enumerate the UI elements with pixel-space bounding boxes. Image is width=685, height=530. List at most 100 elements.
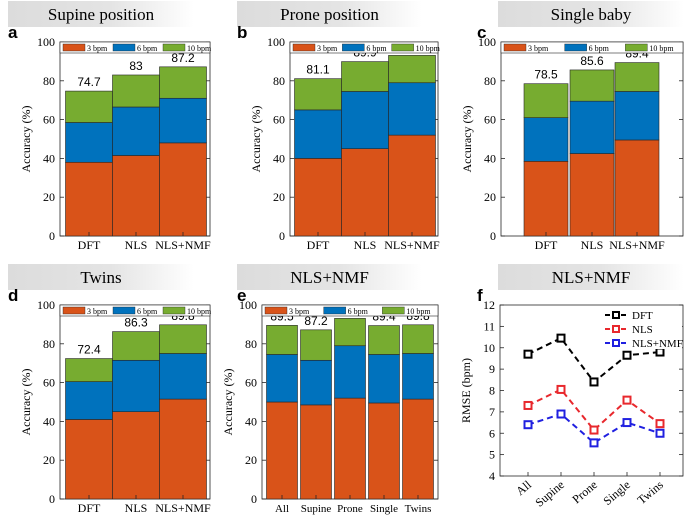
legend-swatch (342, 43, 365, 52)
bar-total-label: 74.7 (77, 75, 101, 89)
series-line (527, 388, 661, 432)
x-tick-label: NLS (125, 501, 148, 515)
legend-swatch (391, 43, 414, 52)
legend-swatch (162, 43, 186, 52)
panel-d: Twins d 0 20 40 60 80 100 Accuracy (%) 72.4 DFT 86.… (8, 264, 212, 515)
bar-segment (294, 158, 342, 237)
y-tick-label: 100 (239, 298, 257, 312)
y-tick-label: 40 (43, 151, 55, 165)
legend-swatch (112, 306, 136, 315)
series-point (589, 425, 599, 435)
y-axis-label: Accuracy (%) (221, 369, 235, 436)
bar-segment (65, 161, 113, 237)
legend-label: NLS+NMF (632, 338, 683, 350)
legend-swatch (264, 306, 288, 315)
panel-title: NLS+NMF (552, 268, 631, 287)
panel-title-banner (8, 1, 194, 27)
y-tick-label: 11 (483, 319, 495, 333)
bar-segment (65, 381, 113, 420)
bar-segment (65, 358, 113, 382)
legend-label: DFT (632, 310, 653, 322)
bar-segment (266, 401, 298, 500)
legend-label: 3 bpm (289, 307, 310, 316)
x-tick-label: Single (600, 478, 632, 508)
bar-segment (614, 62, 660, 92)
panel-title: Supine position (48, 5, 155, 24)
bar-segment (159, 353, 207, 400)
bar-segment (402, 324, 434, 354)
bar-segment (341, 148, 389, 237)
bar-segment (112, 106, 160, 156)
series-point (556, 384, 566, 394)
legend-marker (612, 339, 620, 347)
y-tick-label: 80 (245, 337, 257, 351)
legend-label: 6 bpm (348, 307, 369, 316)
legend-label: NLS (632, 324, 653, 336)
series-point (655, 428, 665, 438)
y-tick-label: 60 (43, 113, 55, 127)
legend-label: 6 bpm (137, 44, 158, 53)
legend-label: 10 bpm (406, 307, 431, 316)
x-tick-label: NLS (354, 238, 377, 252)
legend-box (500, 41, 684, 54)
bar-segment (569, 100, 615, 154)
x-tick-label: Supine (301, 503, 332, 515)
bar-segment (368, 354, 400, 404)
bar-total-label: 72.4 (77, 343, 101, 357)
bar-segment (266, 325, 298, 355)
y-tick-label: 60 (484, 113, 496, 127)
panel-title: Single baby (551, 5, 632, 24)
legend-label: 10 bpm (187, 44, 212, 53)
y-tick-label: 80 (43, 337, 55, 351)
y-tick-label: 40 (273, 151, 285, 165)
legend-label: 10 bpm (187, 307, 212, 316)
legend-swatch (382, 306, 405, 315)
y-tick-label: 10 (483, 341, 495, 355)
legend-label: 10 bpm (416, 44, 441, 53)
bar-segment (294, 109, 342, 159)
series-point (589, 377, 599, 387)
bar-segment (159, 398, 207, 500)
y-tick-label: 9 (489, 362, 495, 376)
bar-segment (614, 139, 660, 237)
y-tick-label: 80 (484, 74, 496, 88)
y-axis-label: Accuracy (%) (19, 106, 33, 173)
panel-title: Prone position (280, 5, 379, 24)
bar-segment (341, 61, 389, 92)
bar-segment (569, 69, 615, 102)
panel-b: Prone position b 0 20 40 60 80 100 Accuracy (%) 8… (237, 1, 441, 252)
y-tick-label: 12 (483, 298, 495, 312)
x-tick-label: Supine (532, 478, 567, 510)
bar-segment (112, 74, 160, 108)
x-tick-label: DFT (78, 238, 101, 252)
bar-segment (368, 402, 400, 500)
bar-total-label: 81.1 (306, 63, 330, 77)
panel-a: Supine position a 0 20 40 60 80 100 Accuracy (%)… (8, 1, 212, 252)
bar-segment (334, 397, 366, 500)
y-tick-label: 4 (489, 469, 495, 483)
panel-letter: e (237, 286, 246, 305)
x-tick-label: DFT (78, 501, 101, 515)
x-tick-label: All (275, 503, 289, 515)
legend-label: 3 bpm (87, 44, 108, 53)
bar-segment (112, 155, 160, 237)
panel-letter: f (477, 286, 483, 305)
x-tick-label: NLS+NMF (155, 501, 211, 515)
bar-total-label: 78.5 (534, 68, 558, 82)
legend-swatch (112, 43, 136, 52)
bar-segment (65, 419, 113, 500)
y-tick-label: 100 (267, 35, 285, 49)
x-tick-label: NLS+NMF (609, 238, 665, 252)
y-tick-label: 20 (273, 190, 285, 204)
bar-segment (334, 318, 366, 347)
x-tick-label: NLS+NMF (155, 238, 211, 252)
legend-label: 6 bpm (137, 307, 158, 316)
legend-label: 3 bpm (528, 44, 549, 53)
bar-segment (159, 66, 207, 99)
y-tick-label: 20 (245, 453, 257, 467)
bar-segment (159, 142, 207, 237)
series-point (523, 349, 533, 359)
bar-segment (112, 359, 160, 413)
legend-swatch (62, 43, 86, 52)
